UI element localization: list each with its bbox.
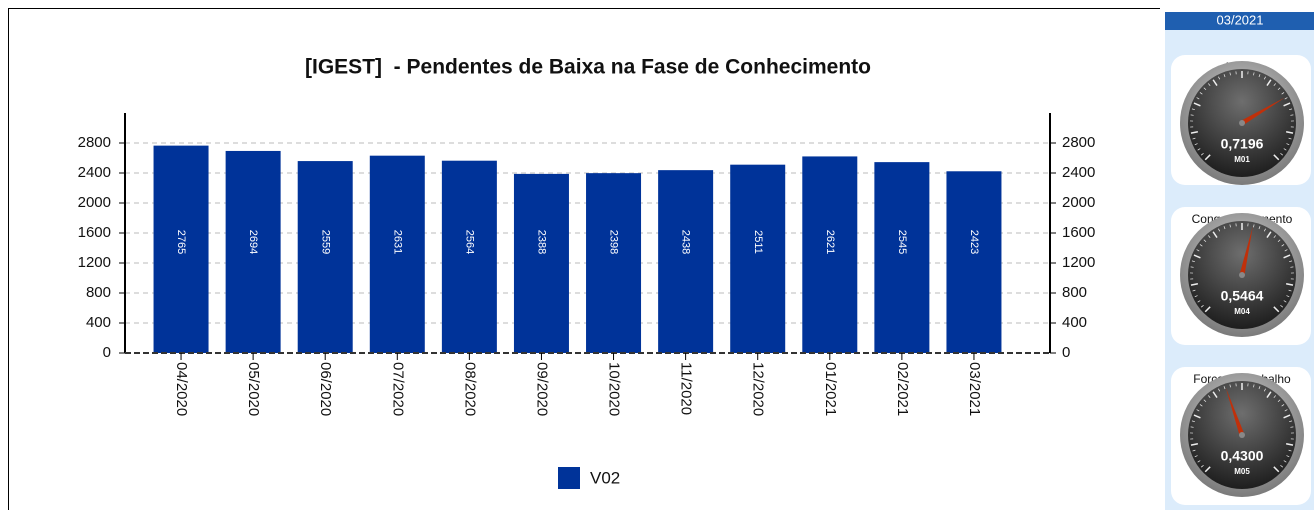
- y-tick-label: 1200: [78, 254, 111, 271]
- bar: [802, 156, 857, 353]
- y2-tick-label: 1600: [1062, 224, 1095, 241]
- chart-title: [IGEST] - Pendentes de Baixa na Fase de …: [305, 56, 871, 79]
- gauge-value: 0,5464: [1221, 288, 1264, 304]
- x-tick-label: 05/2020: [245, 362, 262, 416]
- data-label: 2564: [463, 230, 475, 254]
- bar: [586, 173, 641, 353]
- data-label: 2438: [680, 230, 692, 254]
- bar: [658, 170, 713, 353]
- y-tick-label: 1600: [78, 224, 111, 241]
- gauge-value: 0,7196: [1221, 136, 1264, 152]
- x-tick-label: 10/2020: [606, 362, 623, 416]
- data-label: 2423: [968, 230, 980, 254]
- x-tick-label: 04/2020: [173, 362, 190, 416]
- data-label: 2621: [824, 230, 836, 254]
- data-label: 2631: [391, 230, 403, 254]
- x-tick-label: 11/2020: [678, 362, 695, 415]
- bar: [730, 165, 785, 353]
- y2-tick-label: 0: [1062, 344, 1070, 361]
- bar: [874, 162, 929, 353]
- legend-label: V02: [590, 468, 620, 487]
- data-label: 2511: [752, 230, 764, 254]
- y2-tick-label: 400: [1062, 314, 1087, 331]
- x-tick-label: 02/2021: [894, 362, 911, 416]
- y2-tick-label: 2400: [1062, 164, 1095, 181]
- bar: [946, 171, 1001, 353]
- gauge-hub: [1239, 272, 1245, 278]
- data-label: 2694: [247, 230, 259, 254]
- y2-tick-label: 1200: [1062, 254, 1095, 271]
- gauge-header-title: 03/2021: [1217, 12, 1264, 27]
- gauge-hub: [1239, 120, 1245, 126]
- bar: [298, 161, 353, 353]
- y2-tick-label: 2000: [1062, 194, 1095, 211]
- gauge-code: M05: [1234, 467, 1250, 476]
- x-tick-label: 06/2020: [317, 362, 334, 416]
- data-label: 2398: [608, 230, 620, 254]
- data-label: 2545: [896, 230, 908, 254]
- y-tick-label: 800: [86, 284, 111, 301]
- data-label: 2388: [536, 230, 548, 254]
- data-label: 2559: [319, 230, 331, 254]
- dashboard: 03/2021 [IGEST] - Pendentes de Baixa na …: [0, 0, 1314, 510]
- bar: [370, 156, 425, 353]
- bar: [442, 161, 497, 353]
- y-tick-label: 2400: [78, 164, 111, 181]
- x-tick-label: 07/2020: [389, 362, 406, 416]
- y-tick-label: 2800: [78, 134, 111, 151]
- x-tick-label: 09/2020: [533, 362, 550, 416]
- gauge-code: M01: [1234, 155, 1250, 164]
- x-tick-label: 08/2020: [461, 362, 478, 416]
- x-tick-label: 03/2021: [966, 362, 983, 416]
- data-label: 2765: [175, 230, 187, 254]
- y-tick-label: 400: [86, 314, 111, 331]
- gauge-hub: [1239, 432, 1245, 438]
- bar: [514, 174, 569, 353]
- y-tick-label: 2000: [78, 194, 111, 211]
- x-tick-label: 01/2021: [822, 362, 839, 416]
- legend-swatch: [558, 467, 580, 489]
- y2-tick-label: 800: [1062, 284, 1087, 301]
- y2-tick-label: 2800: [1062, 134, 1095, 151]
- gauge-value: 0,4300: [1221, 448, 1264, 464]
- x-tick-label: 12/2020: [750, 362, 767, 416]
- gauge-code: M04: [1234, 307, 1250, 316]
- y-tick-label: 0: [103, 344, 111, 361]
